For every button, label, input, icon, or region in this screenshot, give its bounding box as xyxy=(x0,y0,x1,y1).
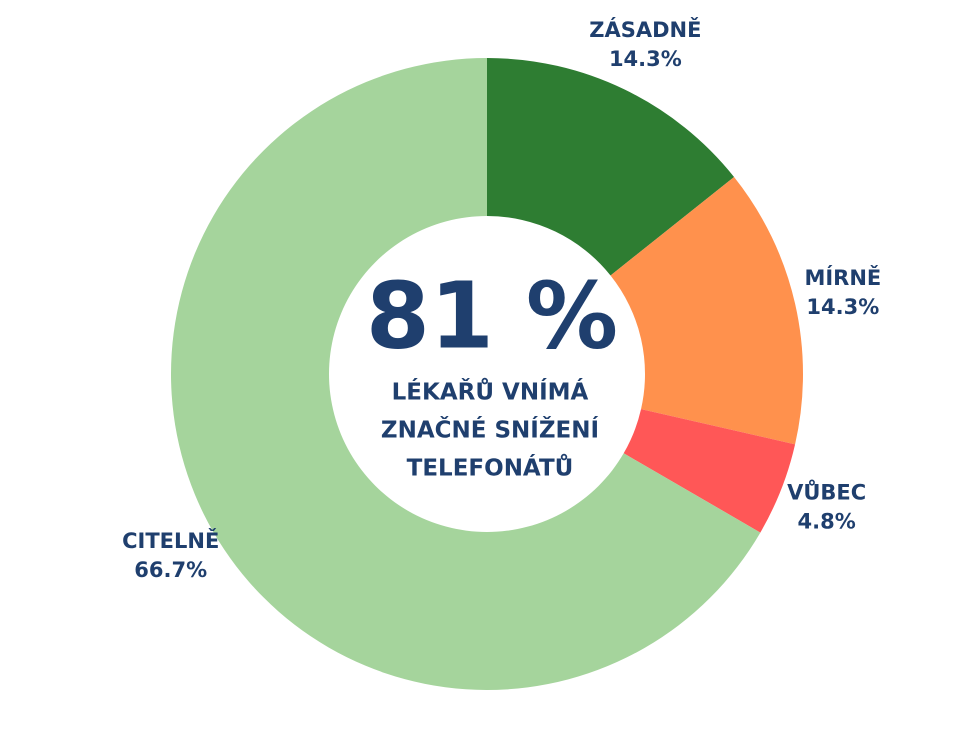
slice-label: ZÁSADNĚ xyxy=(589,17,701,42)
slice xyxy=(610,176,803,445)
center-caption: ZNAČNÉ SNÍŽENÍ xyxy=(381,416,599,444)
slice-value: 4.8% xyxy=(798,510,856,534)
center-caption: LÉKAŘŮ VNÍMÁ xyxy=(392,378,589,406)
slice xyxy=(487,58,735,276)
center-caption: TELEFONÁTŮ xyxy=(407,454,574,482)
slice xyxy=(170,58,761,691)
center-value: 81 % xyxy=(366,262,618,369)
slice-label: MÍRNĚ xyxy=(804,265,881,290)
slice-label: CITELNĚ xyxy=(122,528,219,553)
slice-value: 66.7% xyxy=(134,558,207,582)
slice-value: 14.3% xyxy=(609,47,682,71)
slice-label: VŮBEC xyxy=(787,480,866,505)
slice-value: 14.3% xyxy=(806,295,879,319)
slice xyxy=(623,409,796,533)
